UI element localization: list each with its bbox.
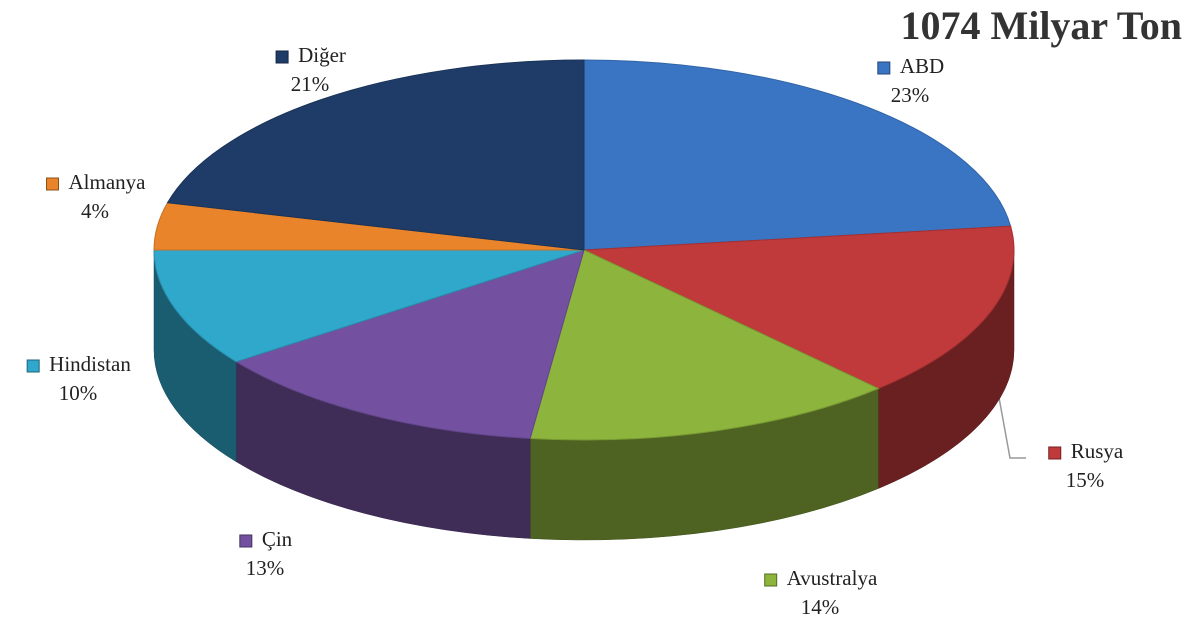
pie-slice <box>166 59 585 251</box>
legend-swatch <box>764 573 778 587</box>
legend-label: Rusya <box>1071 439 1124 463</box>
legend-swatch <box>877 61 891 75</box>
pie-slice <box>153 249 585 363</box>
data-label: 4% <box>81 199 109 223</box>
pie-sides <box>153 249 1015 541</box>
data-label: 15% <box>1066 468 1105 492</box>
legend-label: Avustralya <box>787 566 878 590</box>
chart-title: 1074 Milyar Ton <box>900 3 1182 48</box>
legend-swatch <box>239 534 253 548</box>
data-label: 23% <box>891 83 930 107</box>
pie-slice <box>583 59 1012 251</box>
pie-slice <box>529 249 880 441</box>
data-label: 10% <box>59 381 98 405</box>
legend-swatch <box>1048 446 1062 460</box>
legend-swatch <box>26 359 40 373</box>
pie-slice <box>234 249 585 440</box>
pie-slice <box>583 225 1015 390</box>
leader-line <box>997 391 1026 459</box>
pie-tops <box>153 59 1015 441</box>
legend-label: Diğer <box>298 43 346 67</box>
data-label: 21% <box>291 72 330 96</box>
legend-label: Hindistan <box>49 352 131 376</box>
legend-label: ABD <box>900 54 944 78</box>
legend-swatch <box>46 177 60 191</box>
legend-label: Almanya <box>69 170 147 194</box>
data-label: 13% <box>246 556 285 580</box>
legend-swatch <box>275 50 289 64</box>
data-label: 14% <box>801 595 840 619</box>
legend-label: Çin <box>262 527 293 551</box>
